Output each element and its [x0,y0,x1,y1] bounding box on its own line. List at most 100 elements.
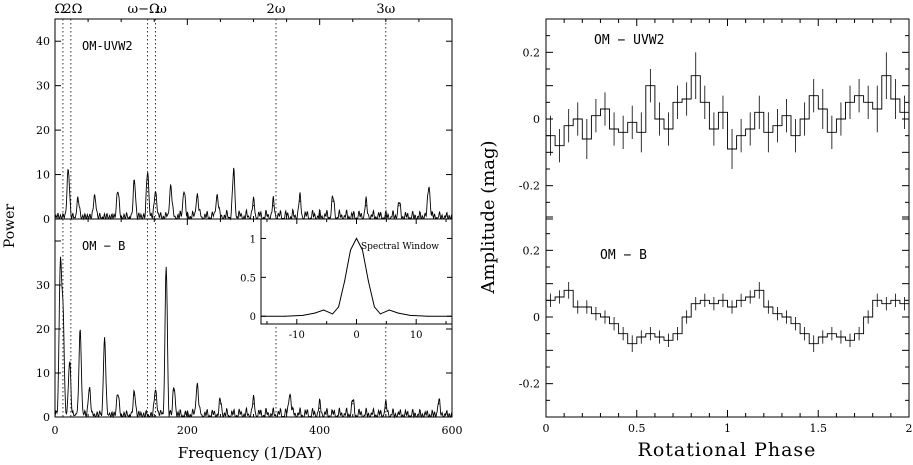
spectral-window-point [427,315,429,317]
x-tick-label: 600 [442,424,463,437]
y-tick-label: 0 [43,213,50,226]
spectral-window-point [409,314,411,316]
peak-point [104,341,106,343]
peak-point [133,182,135,185]
peak-point [196,196,198,198]
b-lc-title: OM − B [600,248,647,263]
spectral-window-point [361,249,363,251]
uvw2-lc-title: OM − UVW2 [594,33,664,48]
lc-y-tick-label: 0.2 [523,244,541,257]
peak-point [196,385,198,387]
inset-y-tick-label: 1 [250,234,256,245]
inset-y-tick-label: 0.5 [240,273,256,284]
peak-point [438,403,440,405]
spectral-window-point [338,306,340,308]
peak-point [77,200,79,202]
peak-point [165,271,167,273]
spectral-window-point [332,313,334,315]
lc-x-tick-label: 2 [906,422,913,435]
spectral-window-point [373,306,375,308]
lc-y-tick-label: 0.2 [523,46,541,59]
b-light-curve: -0.2 0 0.2 [519,216,909,418]
frequency-marker-label: 3ω [376,2,395,17]
y-tick-label: 30 [36,279,50,292]
x-tick-label: 200 [177,424,198,437]
spectral-window-point [344,280,346,282]
spectral-window-point [388,309,390,311]
peak-point [170,187,172,189]
peak-point [289,394,291,396]
peak-point [272,205,274,207]
inset-x-tick-label: -10 [289,330,305,341]
spectral-window-inset: 0 0.5 1 -10 0 10 Spectral Window [240,218,453,341]
spectral-window-plot: 0 0.5 1 -10 0 10 [240,219,453,341]
spectral-window-point [302,314,304,316]
frequency-xlabel: Frequency (1/DAY) [178,444,322,462]
peak-point [133,394,135,396]
peak-point [88,390,91,392]
frequency-marker-label: ω [156,2,167,17]
y-tick-label: 30 [36,80,50,93]
power-curve [54,256,453,419]
peak-point [68,363,71,365]
peak-point [79,332,81,334]
spectral-window-point [397,312,399,314]
peak-point [233,173,235,176]
spectral-window-point [367,280,369,282]
y-tick-label: 10 [36,367,50,380]
power-ylabel: Power [2,204,18,249]
spectral-window-point [356,237,357,239]
lc-y-tick-label: 0 [533,311,540,324]
lc-y-tick-label: 0 [533,113,540,126]
x-tick-label: 400 [309,424,330,437]
light-curve-frame [545,18,910,418]
peak-point [398,205,400,207]
inset-x-tick-label: 0 [353,330,359,341]
y-tick-label: 40 [36,35,50,48]
peak-point [319,407,321,409]
light-curve-steps [546,75,909,150]
y-tick-label: 20 [36,323,50,336]
uvw2-power-title: OM-UVW2 [82,39,133,53]
peak-point [332,200,334,202]
spectral-window-point [379,313,381,315]
peak-point [67,169,69,171]
peak-point [365,205,367,207]
lc-x-tick-label: 1 [724,422,731,435]
x-tick-label: 0 [52,424,59,437]
b-power-title: OM − B [82,239,125,253]
inset-y-tick-label: 0 [250,312,256,323]
uvw2-light-curve: -0.2 0 0.2 [519,18,909,220]
light-curve-axes: 0 0.5 1 1.5 2 [543,19,913,435]
frequency-marker-label: 2ω [267,2,286,17]
peak-point [252,403,255,405]
peak-point [216,196,218,198]
lc-x-tick-label: 0.5 [628,422,646,435]
frequency-marker-label: 2Ω [63,2,82,17]
peak-point [154,390,157,392]
spectral-window-frame [260,218,453,325]
power-curve [54,167,453,221]
peak-point [117,394,119,396]
peak-point [183,191,185,193]
y-tick-label: 10 [36,169,50,182]
spectral-window-point [314,312,316,314]
light-curve-steps [546,289,909,345]
lc-x-tick-label: 0 [543,422,550,435]
amplitude-ylabel: Amplitude (mag) [478,140,499,294]
peak-point [94,196,96,198]
light-curve-figure: -0.2 0 0.2 -0.2 0 0.2 0 0.5 1 1.5 2 OM − UVW2 OM… [478,18,913,461]
peak-point [173,390,175,392]
peak-point [117,191,119,193]
lc-y-tick-label: -0.2 [519,180,540,193]
spectral-window-point [451,315,453,317]
frequency-marker-label: Ω [55,2,66,17]
frequency-marker-label: ω−Ω [127,2,159,17]
peak-point [219,403,222,405]
lc-y-tick-label: -0.2 [519,378,540,391]
inset-x-tick-label: 10 [410,330,423,341]
peak-point [352,403,354,405]
y-tick-label: 0 [43,411,50,424]
